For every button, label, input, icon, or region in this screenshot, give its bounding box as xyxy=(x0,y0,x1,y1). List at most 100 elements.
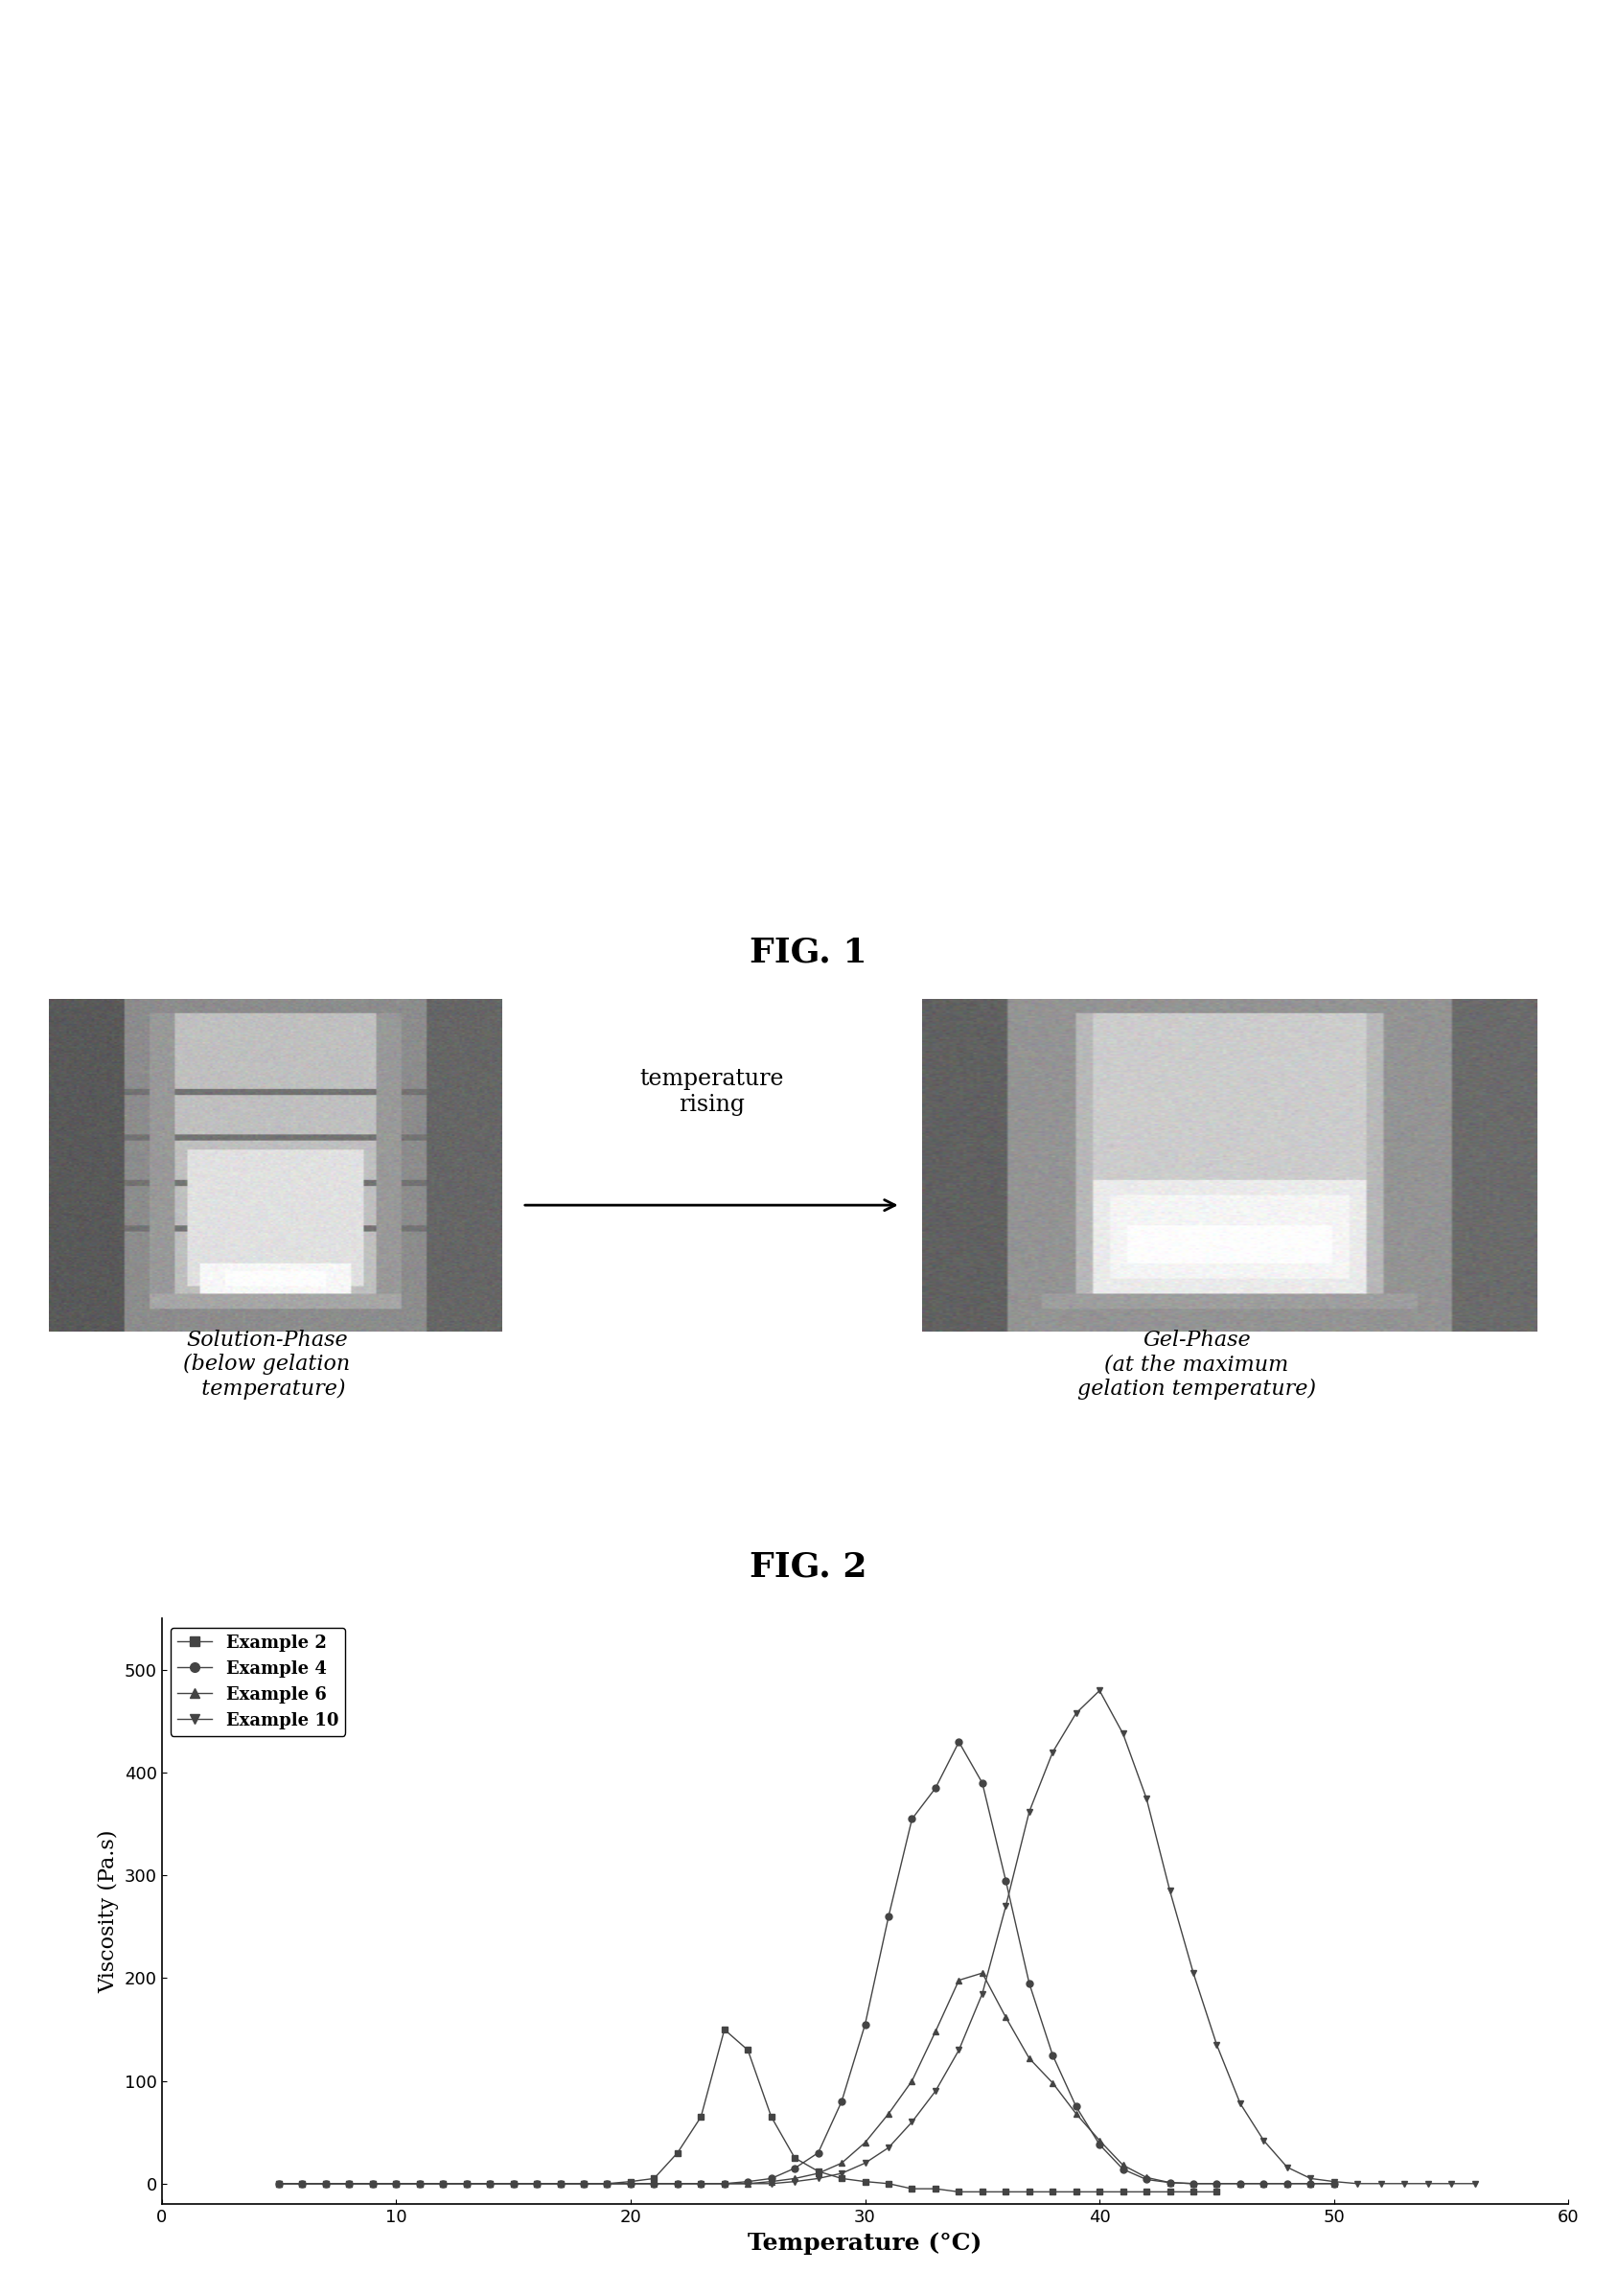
Example 6 xyxy=(715,2170,734,2197)
Example 6 xyxy=(480,2170,500,2197)
Example 4 xyxy=(550,2170,569,2197)
Example 6 xyxy=(1159,2170,1179,2197)
Example 6 xyxy=(456,2170,475,2197)
Example 6 xyxy=(1137,2163,1156,2190)
Example 2 xyxy=(1067,2179,1087,2206)
Example 2 xyxy=(409,2170,429,2197)
Example 2 xyxy=(1137,2179,1156,2206)
Line: Example 4: Example 4 xyxy=(275,1738,1337,2188)
Text: FIG. 2: FIG. 2 xyxy=(750,1550,867,1584)
Example 4 xyxy=(1231,2170,1250,2197)
Example 6 xyxy=(550,2170,569,2197)
Example 2 xyxy=(550,2170,569,2197)
Example 4 xyxy=(480,2170,500,2197)
Example 6 xyxy=(503,2170,522,2197)
Example 2 xyxy=(433,2170,453,2197)
Example 2 xyxy=(902,2174,922,2202)
Example 6 xyxy=(1019,2043,1038,2071)
Example 4 xyxy=(972,1770,991,1798)
Example 4 xyxy=(949,1729,969,1756)
Example 6 xyxy=(527,2170,547,2197)
Example 2 xyxy=(1159,2179,1179,2206)
Example 2 xyxy=(855,2167,875,2195)
Example 6 xyxy=(1067,2101,1087,2128)
Example 4 xyxy=(503,2170,522,2197)
Example 4 xyxy=(855,2011,875,2039)
Example 2 xyxy=(480,2170,500,2197)
Example 6 xyxy=(1043,2069,1062,2096)
Example 4 xyxy=(902,1805,922,1832)
Example 2 xyxy=(1019,2179,1038,2206)
Example 4 xyxy=(808,2140,828,2167)
Example 4 xyxy=(1019,1970,1038,1998)
Example 4 xyxy=(925,1775,944,1802)
Example 2 xyxy=(808,2158,828,2186)
Example 4 xyxy=(1137,2165,1156,2193)
Line: Example 6: Example 6 xyxy=(275,1970,1337,2188)
Example 2 xyxy=(621,2167,640,2195)
Example 2 xyxy=(949,2179,969,2206)
Example 2 xyxy=(386,2170,406,2197)
Example 2 xyxy=(574,2170,593,2197)
Example 10 xyxy=(1090,1676,1109,1704)
Example 2 xyxy=(1112,2179,1132,2206)
Example 10 xyxy=(1394,2170,1413,2197)
Example 10 xyxy=(362,2170,382,2197)
Example 4 xyxy=(784,2154,804,2181)
Example 2 xyxy=(597,2170,616,2197)
Example 10 xyxy=(690,2170,710,2197)
Example 4 xyxy=(433,2170,453,2197)
Example 4 xyxy=(831,2087,851,2115)
Example 6 xyxy=(831,2149,851,2177)
Example 4 xyxy=(409,2170,429,2197)
Example 4 xyxy=(880,1903,899,1931)
Example 2 xyxy=(784,2144,804,2172)
Example 6 xyxy=(268,2170,288,2197)
Example 6 xyxy=(880,2101,899,2128)
Example 2 xyxy=(880,2170,899,2197)
Example 4 xyxy=(668,2170,687,2197)
Example 10 xyxy=(996,1892,1015,1919)
Legend: Example 2, Example 4, Example 6, Example 10: Example 2, Example 4, Example 6, Example… xyxy=(170,1628,346,1736)
Example 6 xyxy=(737,2170,757,2197)
Example 4 xyxy=(1043,2041,1062,2069)
Example 2 xyxy=(644,2165,663,2193)
Example 6 xyxy=(386,2170,406,2197)
Example 4 xyxy=(1206,2170,1226,2197)
Example 4 xyxy=(574,2170,593,2197)
Example 4 xyxy=(1112,2156,1132,2183)
Example 2 xyxy=(737,2037,757,2064)
Example 6 xyxy=(315,2170,336,2197)
Example 4 xyxy=(690,2170,710,2197)
Y-axis label: Viscosity (Pa.s): Viscosity (Pa.s) xyxy=(99,1830,120,1993)
Example 2 xyxy=(715,2016,734,2043)
Example 6 xyxy=(1277,2170,1297,2197)
Example 4 xyxy=(527,2170,547,2197)
Example 2 xyxy=(527,2170,547,2197)
Example 4 xyxy=(386,2170,406,2197)
Example 6 xyxy=(972,1958,991,1986)
Example 6 xyxy=(1184,2170,1203,2197)
Example 6 xyxy=(902,2066,922,2094)
Text: Solution-Phase
(below gelation
  temperature): Solution-Phase (below gelation temperatu… xyxy=(183,1329,351,1398)
Example 4 xyxy=(456,2170,475,2197)
Example 2 xyxy=(996,2179,1015,2206)
Example 4 xyxy=(1159,2170,1179,2197)
Example 4 xyxy=(737,2167,757,2195)
Example 2 xyxy=(668,2140,687,2167)
Example 6 xyxy=(597,2170,616,2197)
Example 2 xyxy=(1206,2179,1226,2206)
Example 4 xyxy=(362,2170,382,2197)
Example 6 xyxy=(690,2170,710,2197)
Example 4 xyxy=(1255,2170,1274,2197)
Example 4 xyxy=(340,2170,359,2197)
Example 10 xyxy=(831,2161,851,2188)
Example 6 xyxy=(1255,2170,1274,2197)
Example 4 xyxy=(996,1867,1015,1894)
Example 6 xyxy=(1206,2170,1226,2197)
Example 2 xyxy=(293,2170,312,2197)
Example 4 xyxy=(1300,2170,1319,2197)
Example 6 xyxy=(433,2170,453,2197)
Example 4 xyxy=(268,2170,288,2197)
Example 6 xyxy=(1090,2126,1109,2154)
